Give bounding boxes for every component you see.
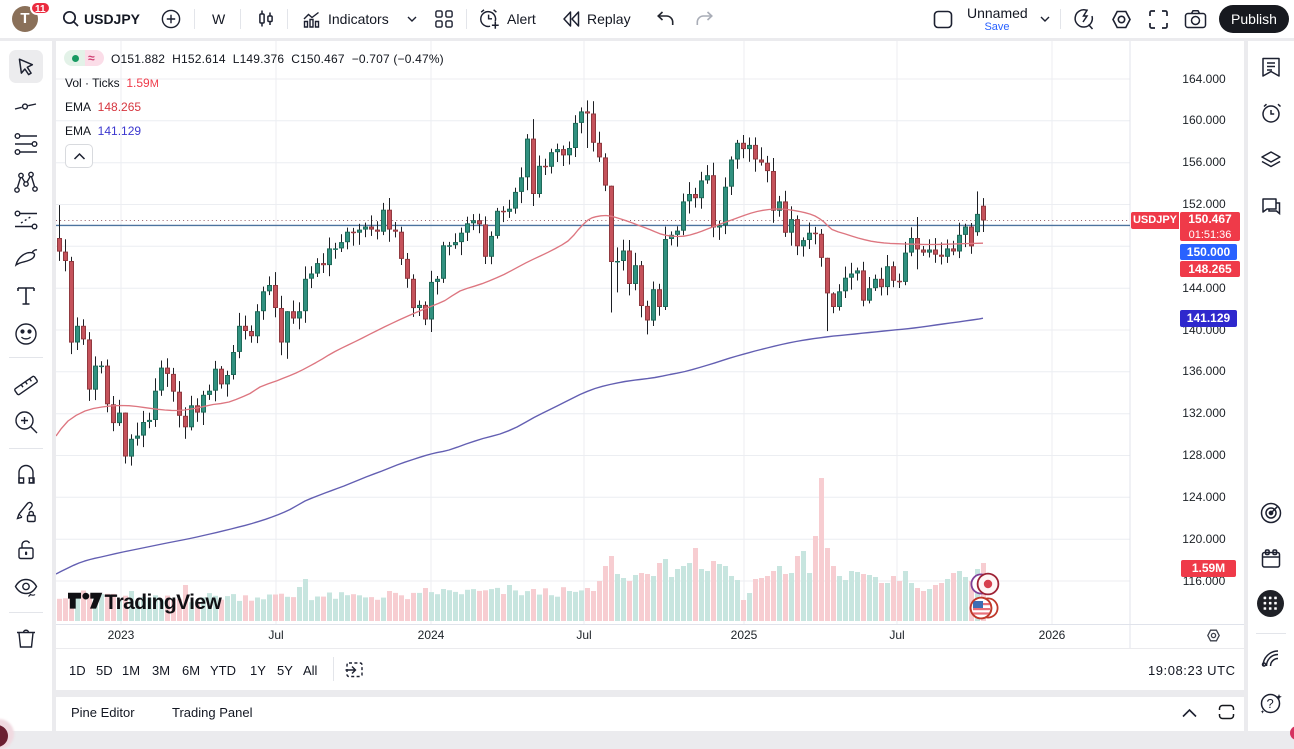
svg-text:?: ?	[1267, 696, 1274, 711]
svg-text:TradingView: TradingView	[105, 591, 223, 614]
